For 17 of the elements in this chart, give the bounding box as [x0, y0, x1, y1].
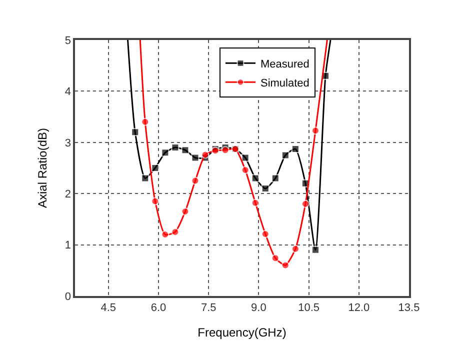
- y-tick-label: 4: [64, 86, 72, 98]
- x-tick-label: 4.5: [100, 302, 116, 314]
- x-tick-label: 7.5: [200, 302, 216, 314]
- y-tick-label: 1: [64, 240, 72, 252]
- y-axis-title: Axial Ratio(dB): [36, 128, 50, 208]
- y-tick-label: 5: [64, 34, 72, 47]
- x-tick-label: 6.0: [150, 302, 166, 314]
- x-tick-label: 10.5: [298, 302, 320, 314]
- x-tick-label: 13.5: [398, 302, 420, 314]
- y-tick-label: 2: [64, 188, 72, 200]
- y-tick-label: 0: [64, 290, 72, 303]
- legend-label: Simulated: [260, 77, 310, 90]
- x-axis-title: Frequency(GHz): [198, 325, 286, 340]
- y-tick-label: 3: [64, 137, 72, 150]
- legend-label: Measured: [260, 58, 310, 70]
- x-tick-label: 12.0: [348, 302, 370, 314]
- x-tick-label: 9.0: [251, 302, 266, 314]
